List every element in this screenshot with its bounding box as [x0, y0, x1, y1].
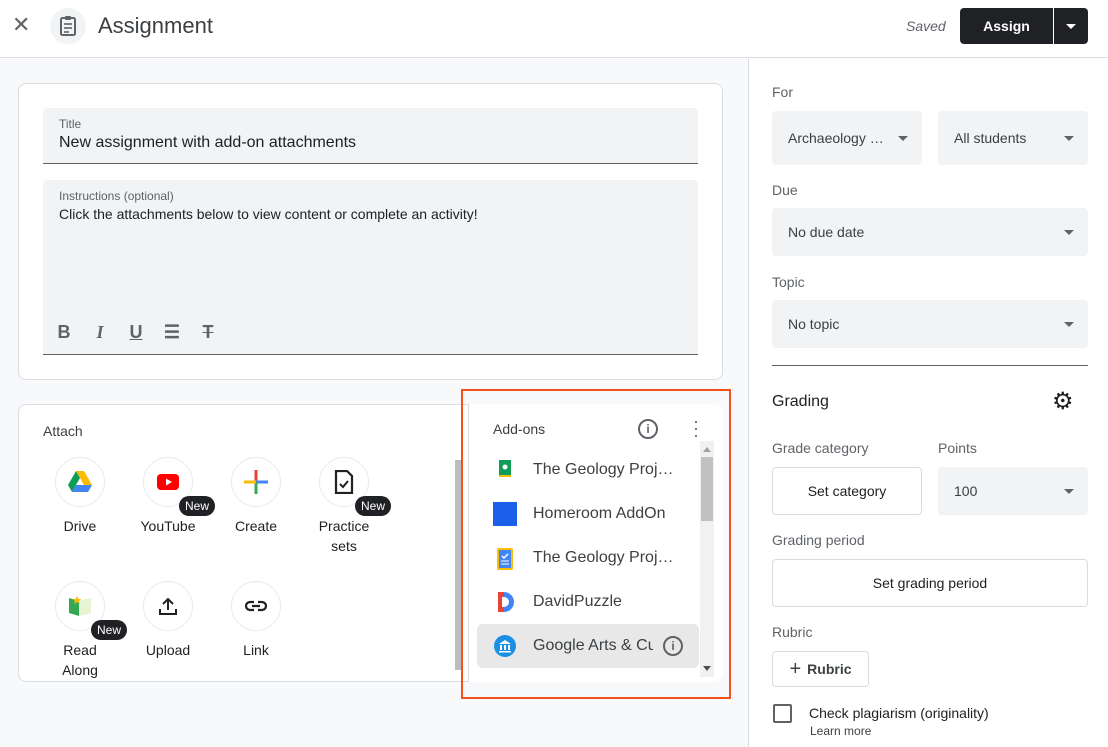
- scroll-down-icon[interactable]: [703, 666, 711, 671]
- youtube-icon: [157, 474, 179, 490]
- points-select[interactable]: 100: [938, 467, 1088, 515]
- caret-down-icon: [1066, 24, 1076, 29]
- due-select[interactable]: No due date: [772, 208, 1088, 256]
- plagiarism-checkbox[interactable]: [773, 704, 792, 723]
- instructions-value: Click the attachments below to view cont…: [59, 206, 478, 222]
- addons-scrollbar[interactable]: [700, 441, 714, 677]
- page-title: Assignment: [98, 13, 213, 38]
- due-label: Due: [772, 182, 798, 198]
- addon-item[interactable]: Homeroom AddOn: [477, 492, 699, 536]
- assign-button[interactable]: Assign: [960, 8, 1053, 44]
- plus-icon: +: [789, 657, 802, 680]
- addons-label: Add-ons: [493, 421, 546, 437]
- homeroom-square-icon: [493, 502, 517, 526]
- learn-more-link[interactable]: Learn more: [810, 724, 872, 738]
- grading-heading: Grading: [772, 393, 829, 410]
- topic-select[interactable]: No topic: [772, 300, 1088, 348]
- clear-formatting-icon[interactable]: T: [202, 322, 214, 342]
- saved-status: Saved: [906, 18, 946, 34]
- bulleted-list-icon[interactable]: ☰: [163, 322, 181, 342]
- grade-category-label: Grade category: [772, 440, 869, 456]
- divider: [772, 365, 1088, 366]
- italic-icon[interactable]: I: [96, 322, 104, 342]
- attach-create[interactable]: Create: [211, 457, 301, 536]
- clipboard-icon: [497, 548, 513, 570]
- attach-link[interactable]: Link: [211, 581, 301, 660]
- addon-item-selected[interactable]: Google Arts & Cu i: [477, 624, 699, 668]
- rubric-label: Rubric: [772, 624, 813, 640]
- new-badge: New: [91, 620, 128, 640]
- gear-icon[interactable]: ⚙: [1052, 388, 1074, 415]
- header: ✕ Assignment Saved Assign: [0, 0, 1108, 58]
- plagiarism-label: Check plagiarism (originality): [809, 705, 989, 721]
- assign-dropdown-button[interactable]: [1054, 8, 1088, 44]
- davidpuzzle-icon: [498, 592, 514, 612]
- settings-sidebar: [748, 59, 1108, 747]
- grading-period-label: Grading period: [772, 532, 865, 548]
- title-label: Title: [59, 117, 82, 131]
- create-plus-icon: [244, 470, 268, 494]
- scroll-thumb[interactable]: [701, 457, 713, 521]
- info-icon[interactable]: i: [638, 419, 658, 439]
- upload-icon: [159, 597, 177, 615]
- instructions-field[interactable]: Instructions (optional) Click the attach…: [43, 180, 698, 355]
- addon-item[interactable]: The Geology Proj…: [477, 536, 699, 580]
- addon-item[interactable]: DavidPuzzle: [477, 580, 699, 624]
- drive-icon: [68, 471, 92, 492]
- read-along-icon: [69, 596, 91, 616]
- set-category-button[interactable]: Set category: [772, 467, 922, 515]
- info-icon[interactable]: i: [663, 636, 683, 656]
- class-select[interactable]: Archaeology …: [772, 111, 922, 165]
- assignment-icon: [50, 8, 86, 44]
- set-grading-period-button[interactable]: Set grading period: [772, 559, 1088, 607]
- attach-label: Attach: [43, 423, 83, 439]
- students-select[interactable]: All students: [938, 111, 1088, 165]
- addons-highlight: [461, 389, 731, 699]
- points-label: Points: [938, 440, 977, 456]
- attach-upload[interactable]: Upload: [123, 581, 213, 660]
- new-badge: New: [179, 496, 216, 516]
- addon-item[interactable]: The Geology Proj…: [477, 448, 699, 492]
- close-icon[interactable]: ✕: [12, 12, 31, 37]
- google-classroom-icon: [499, 460, 511, 477]
- format-toolbar: B I U ☰ T: [53, 322, 219, 343]
- link-icon: [245, 600, 267, 612]
- instructions-label: Instructions (optional): [59, 189, 174, 203]
- attach-scrollbar[interactable]: [455, 460, 461, 670]
- practice-sets-icon: [334, 470, 354, 494]
- attach-youtube[interactable]: YouTube: [123, 457, 213, 536]
- topic-label: Topic: [772, 274, 805, 290]
- bold-icon[interactable]: B: [57, 322, 71, 342]
- for-label: For: [772, 84, 793, 100]
- title-field[interactable]: Title New assignment with add-on attachm…: [43, 108, 698, 164]
- underline-icon[interactable]: U: [129, 322, 143, 342]
- arts-culture-icon: [494, 635, 516, 657]
- title-value: New assignment with add-on attachments: [59, 134, 357, 151]
- add-rubric-button[interactable]: + Rubric: [772, 651, 869, 687]
- attach-drive[interactable]: Drive: [35, 457, 125, 536]
- scroll-up-icon[interactable]: [703, 447, 711, 452]
- more-vert-icon[interactable]: · · ·: [693, 411, 699, 445]
- new-badge: New: [355, 496, 392, 516]
